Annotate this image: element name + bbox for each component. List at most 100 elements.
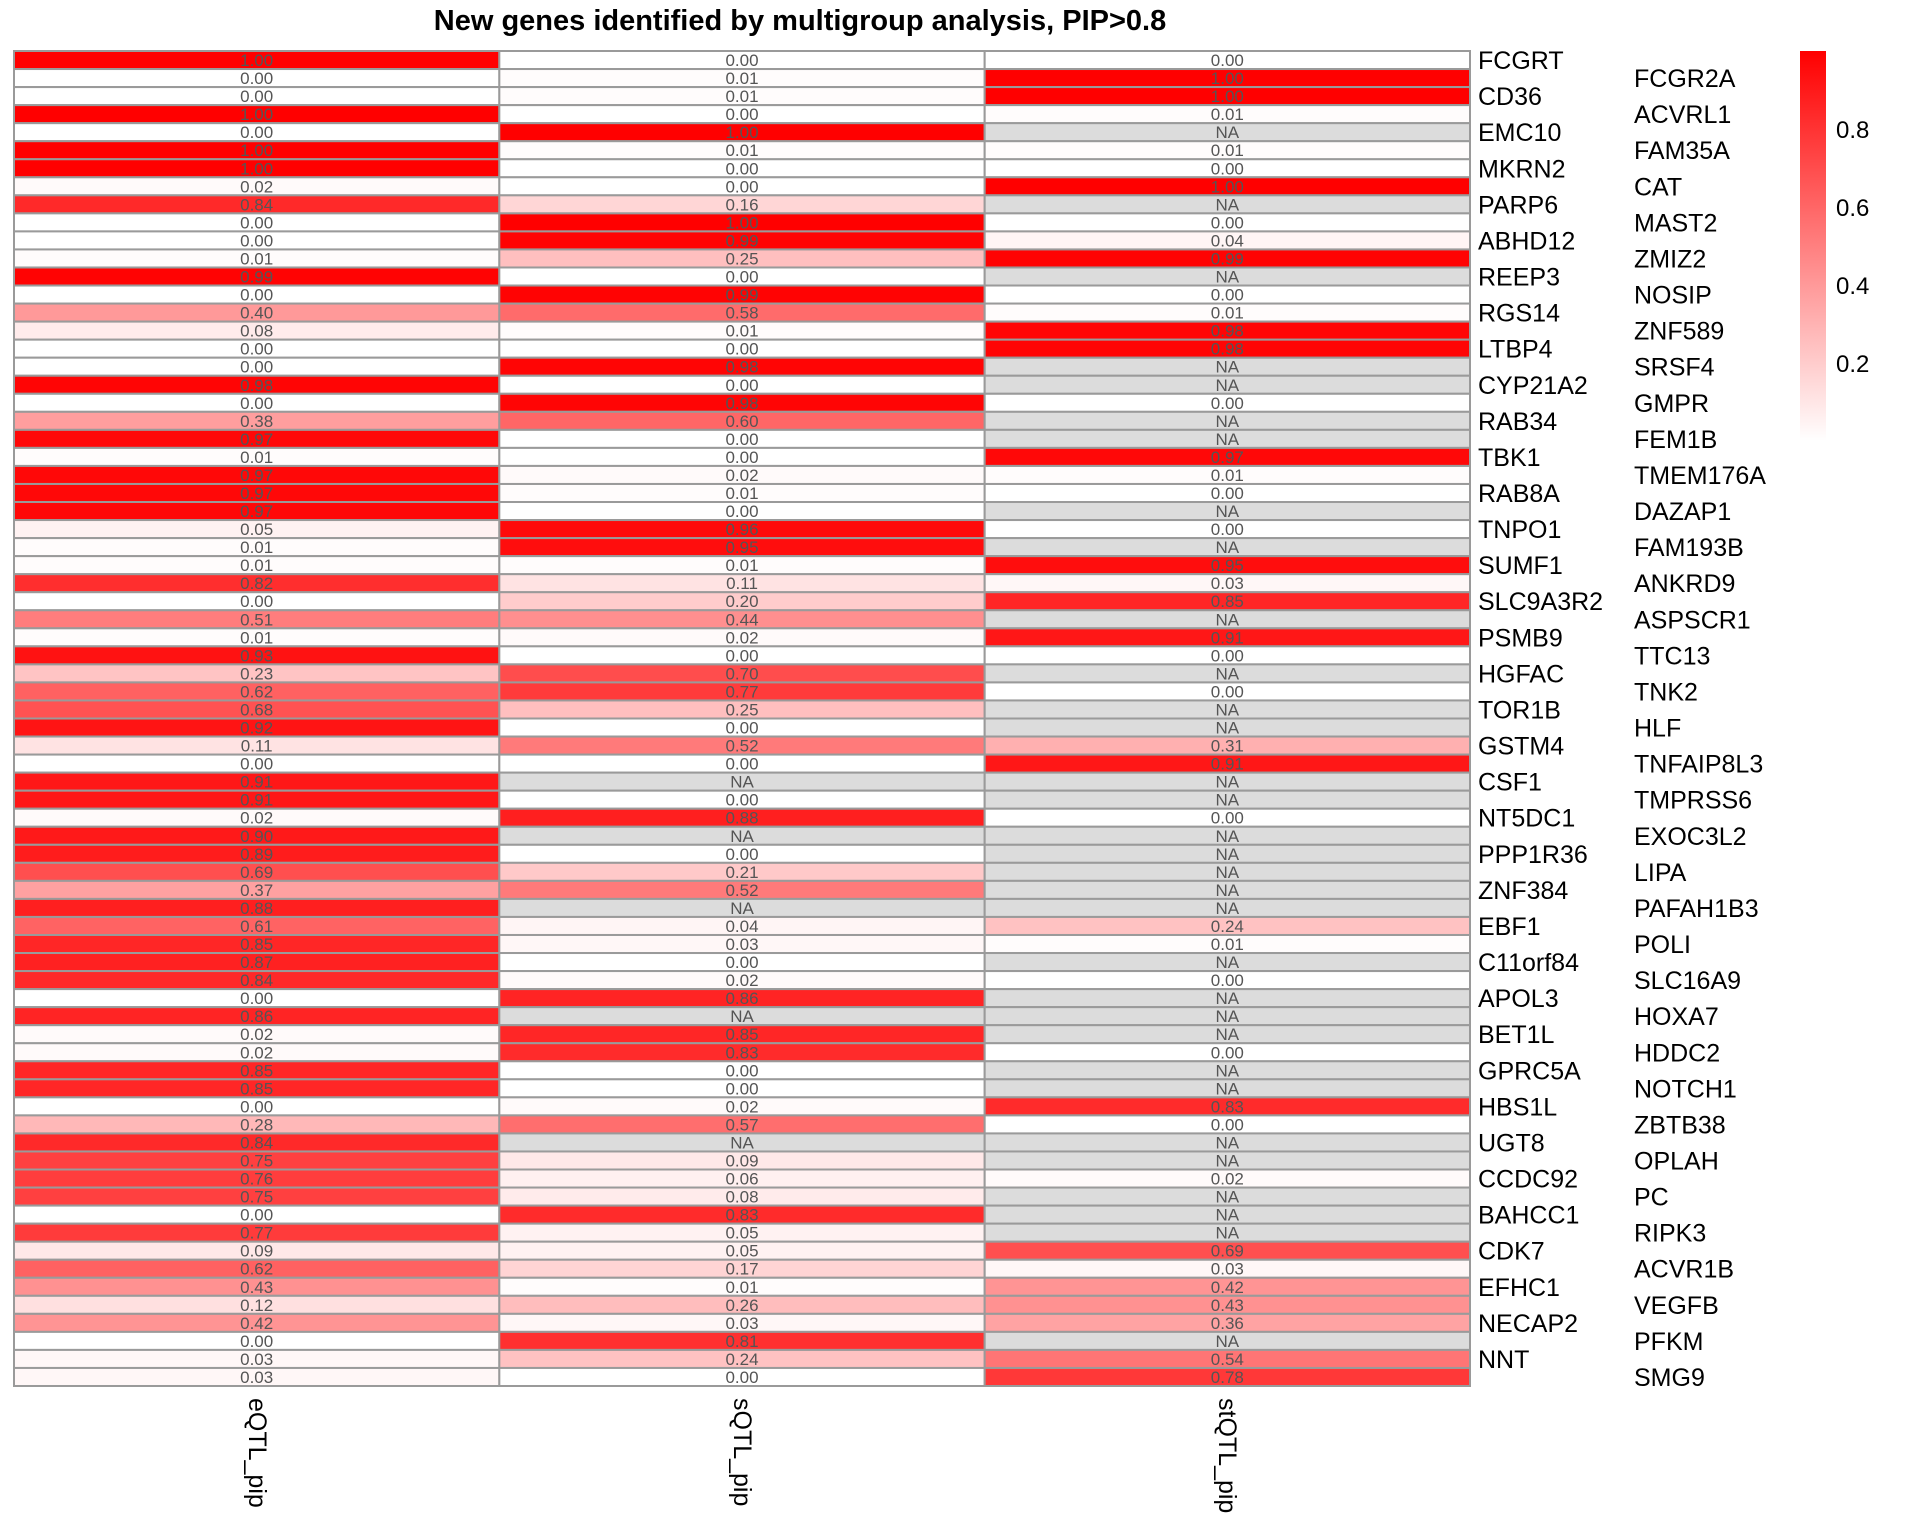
cell-value-label: 0.00 — [1211, 646, 1244, 665]
cell-value-label: 0.84 — [240, 195, 273, 214]
cell-value-label: 0.60 — [725, 412, 758, 431]
cell-value-label: 0.03 — [1211, 1260, 1244, 1279]
cell-value-label: NA — [1216, 664, 1240, 683]
cell-value-label: 0.00 — [725, 340, 758, 359]
cell-value-label: 0.77 — [725, 682, 758, 701]
cell-value-label: NA — [730, 1007, 754, 1026]
cell-value-label: NA — [1216, 430, 1240, 449]
row-labels: FCGRT FCGR2A CD36 ACVRL1 EMC10 FAM35A MKRN2 CAT… — [1478, 47, 1766, 1392]
cell-value-label: 0.00 — [725, 268, 758, 287]
cell-value-label: 1.00 — [725, 123, 758, 142]
cell-value-label: NA — [730, 1133, 754, 1152]
heatmap-cell — [983, 1366, 1472, 1388]
cell-value-label: NA — [1216, 1007, 1240, 1026]
cell-value-label: 0.00 — [240, 231, 273, 250]
cell-value-label: 0.95 — [725, 538, 758, 557]
cell-value-label: 0.01 — [240, 556, 273, 575]
cell-value-label: 0.00 — [1211, 809, 1244, 828]
cell-value-label: 0.00 — [240, 394, 273, 413]
cell-value-label: 0.86 — [725, 989, 758, 1008]
cell-value-label: NA — [1216, 1079, 1240, 1098]
row-label-gene: RIPK3 — [1634, 1220, 1706, 1248]
cell-value-label: NA — [1216, 195, 1240, 214]
cell-value-label: 0.00 — [240, 1097, 273, 1116]
cell-value-label: 1.00 — [240, 51, 273, 70]
row-label-gene: UGT8 — [1478, 1129, 1545, 1157]
cell-value-label: NA — [1216, 1061, 1240, 1080]
cell-value-label: 1.00 — [1211, 87, 1244, 106]
row-label-gene: NECAP2 — [1478, 1310, 1578, 1338]
cell-value-label: 0.02 — [240, 177, 273, 196]
cell-value-label: 0.00 — [725, 1061, 758, 1080]
cell-value-label: 0.99 — [240, 268, 273, 287]
cell-value-label: 0.01 — [240, 628, 273, 647]
cell-value-label: 0.42 — [1211, 1278, 1244, 1297]
cell-value-label: 0.83 — [725, 1206, 758, 1225]
cell-value-label: 1.00 — [1211, 69, 1244, 88]
cell-value-label: 0.00 — [240, 213, 273, 232]
column-label-stqtl: stQTL_pip — [1213, 1398, 1241, 1513]
row-label-gene: PC — [1634, 1184, 1669, 1212]
cell-value-label: 0.02 — [1211, 1170, 1244, 1189]
cell-value-label: 0.01 — [725, 322, 758, 341]
cell-value-label: NA — [730, 899, 754, 918]
cell-value-label: 0.03 — [725, 1314, 758, 1333]
cell-value-label: NA — [1216, 827, 1240, 846]
cell-value-label: 0.62 — [240, 682, 273, 701]
cell-value-label: 0.05 — [725, 1224, 758, 1243]
cell-value-label: 0.00 — [240, 755, 273, 774]
cell-value-label: 0.01 — [725, 87, 758, 106]
cell-value-label: NA — [1216, 268, 1240, 287]
cell-value-label: 0.21 — [725, 863, 758, 882]
cell-value-label: 0.00 — [240, 1332, 273, 1351]
cell-value-label: 0.97 — [240, 484, 273, 503]
cell-value-label: 0.00 — [240, 989, 273, 1008]
cell-value-label: NA — [1216, 1133, 1240, 1152]
row-label-gene: RGS14 — [1478, 300, 1560, 328]
cell-value-label: 0.01 — [240, 538, 273, 557]
row-label-gene: OPLAH — [1634, 1147, 1719, 1175]
row-label-gene: RAB34 — [1478, 408, 1557, 436]
cell-value-label: 0.00 — [725, 376, 758, 395]
cell-value-label: 0.01 — [725, 69, 758, 88]
cell-value-label: 0.02 — [725, 628, 758, 647]
legend-tick-label: 0.2 — [1836, 351, 1869, 378]
cell-value-label: NA — [1216, 1151, 1240, 1170]
row-label-gene: NOSIP — [1634, 282, 1712, 310]
row-label-gene: PPP1R36 — [1478, 841, 1588, 869]
cell-value-label: 0.03 — [240, 1350, 273, 1369]
cell-value-label: 0.99 — [725, 231, 758, 250]
cell-value-label: 0.00 — [240, 87, 273, 106]
cell-value-label: 0.24 — [725, 1350, 758, 1369]
cell-value-label: 0.11 — [726, 574, 758, 593]
row-label-gene: FCGRT — [1478, 47, 1564, 75]
column-labels: eQTL_pip sQTL_pip stQTL_pip — [243, 1398, 1241, 1513]
cell-value-label: 0.97 — [240, 466, 273, 485]
cell-value-label: 0.03 — [1211, 574, 1244, 593]
cell-value-label: 0.26 — [725, 1296, 758, 1315]
row-label-gene: SMG9 — [1634, 1364, 1705, 1392]
cell-value-label: 0.78 — [1211, 1368, 1244, 1387]
row-label-gene: MKRN2 — [1478, 155, 1566, 183]
row-label-gene: ACVRL1 — [1634, 101, 1731, 129]
cell-value-label: NA — [1216, 863, 1240, 882]
legend-tick-label: 0.8 — [1836, 117, 1869, 144]
cell-value-label: 1.00 — [240, 159, 273, 178]
color-legend: 0.2 0.4 0.6 0.8 — [1800, 51, 1869, 441]
cell-value-label: NA — [1216, 502, 1240, 521]
cell-value-label: NA — [1216, 1206, 1240, 1225]
cell-value-label: 0.01 — [725, 556, 758, 575]
row-label-gene: SLC16A9 — [1634, 967, 1741, 995]
cell-value-label: 0.08 — [240, 322, 273, 341]
cell-value-label: 0.89 — [240, 845, 273, 864]
cell-value-label: NA — [1216, 773, 1240, 792]
row-label-gene: HGFAC — [1478, 660, 1564, 688]
row-label-gene: BAHCC1 — [1478, 1202, 1579, 1230]
cell-value-label: 0.40 — [240, 304, 273, 323]
row-label-gene: PARP6 — [1478, 191, 1558, 219]
cell-value-label: 0.98 — [725, 394, 758, 413]
cell-value-label: 0.01 — [1211, 935, 1244, 954]
cell-value-label: 0.62 — [240, 1260, 273, 1279]
cell-value-label: 0.01 — [1211, 141, 1244, 160]
cell-value-label: 0.20 — [725, 592, 758, 611]
